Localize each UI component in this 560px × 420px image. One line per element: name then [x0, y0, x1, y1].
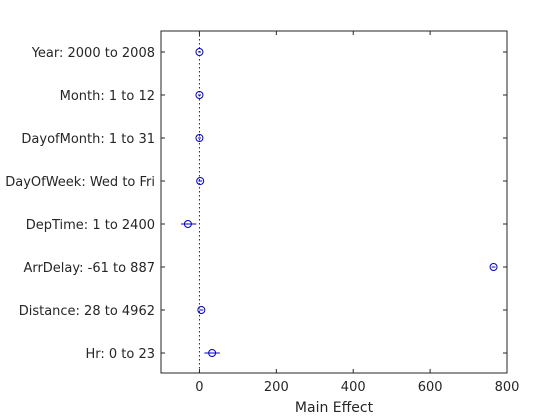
category-labels: Year: 2000 to 2008 Month: 1 to 12 DayofMon…	[5, 46, 155, 362]
category-label-5: ArrDelay: -61 to 887	[23, 261, 155, 276]
category-label-2: DayofMonth: 1 to 31	[21, 132, 155, 147]
effect-marker-2	[195, 134, 204, 142]
x-tick-label-1: 200	[264, 380, 289, 395]
x-tick-label-4: 800	[495, 380, 520, 395]
category-label-4: DepTime: 1 to 2400	[26, 218, 155, 233]
x-tick-label-0: 0	[195, 380, 203, 395]
x-axis-ticks: 0 200 400 600 800	[195, 31, 519, 395]
effect-marker-1	[195, 91, 204, 99]
x-tick-label-3: 600	[418, 380, 443, 395]
x-axis-label: Main Effect	[295, 400, 374, 416]
plot-area	[160, 30, 508, 374]
y-axis-ticks	[161, 51, 507, 354]
category-label-3: DayOfWeek: Wed to Fri	[5, 175, 155, 190]
effect-marker-0	[195, 48, 204, 56]
effect-marker-5	[489, 263, 498, 271]
effect-marker-7	[208, 349, 217, 357]
category-label-1: Month: 1 to 12	[60, 89, 155, 104]
effect-marker-6	[197, 306, 206, 314]
category-label-6: Distance: 28 to 4962	[19, 304, 155, 319]
category-label-0: Year: 2000 to 2008	[31, 46, 155, 61]
effect-marker-4	[183, 220, 192, 228]
effect-marker-3	[196, 177, 205, 185]
category-label-7: Hr: 0 to 23	[85, 347, 155, 362]
x-tick-label-2: 400	[341, 380, 366, 395]
data-marks	[180, 48, 498, 357]
